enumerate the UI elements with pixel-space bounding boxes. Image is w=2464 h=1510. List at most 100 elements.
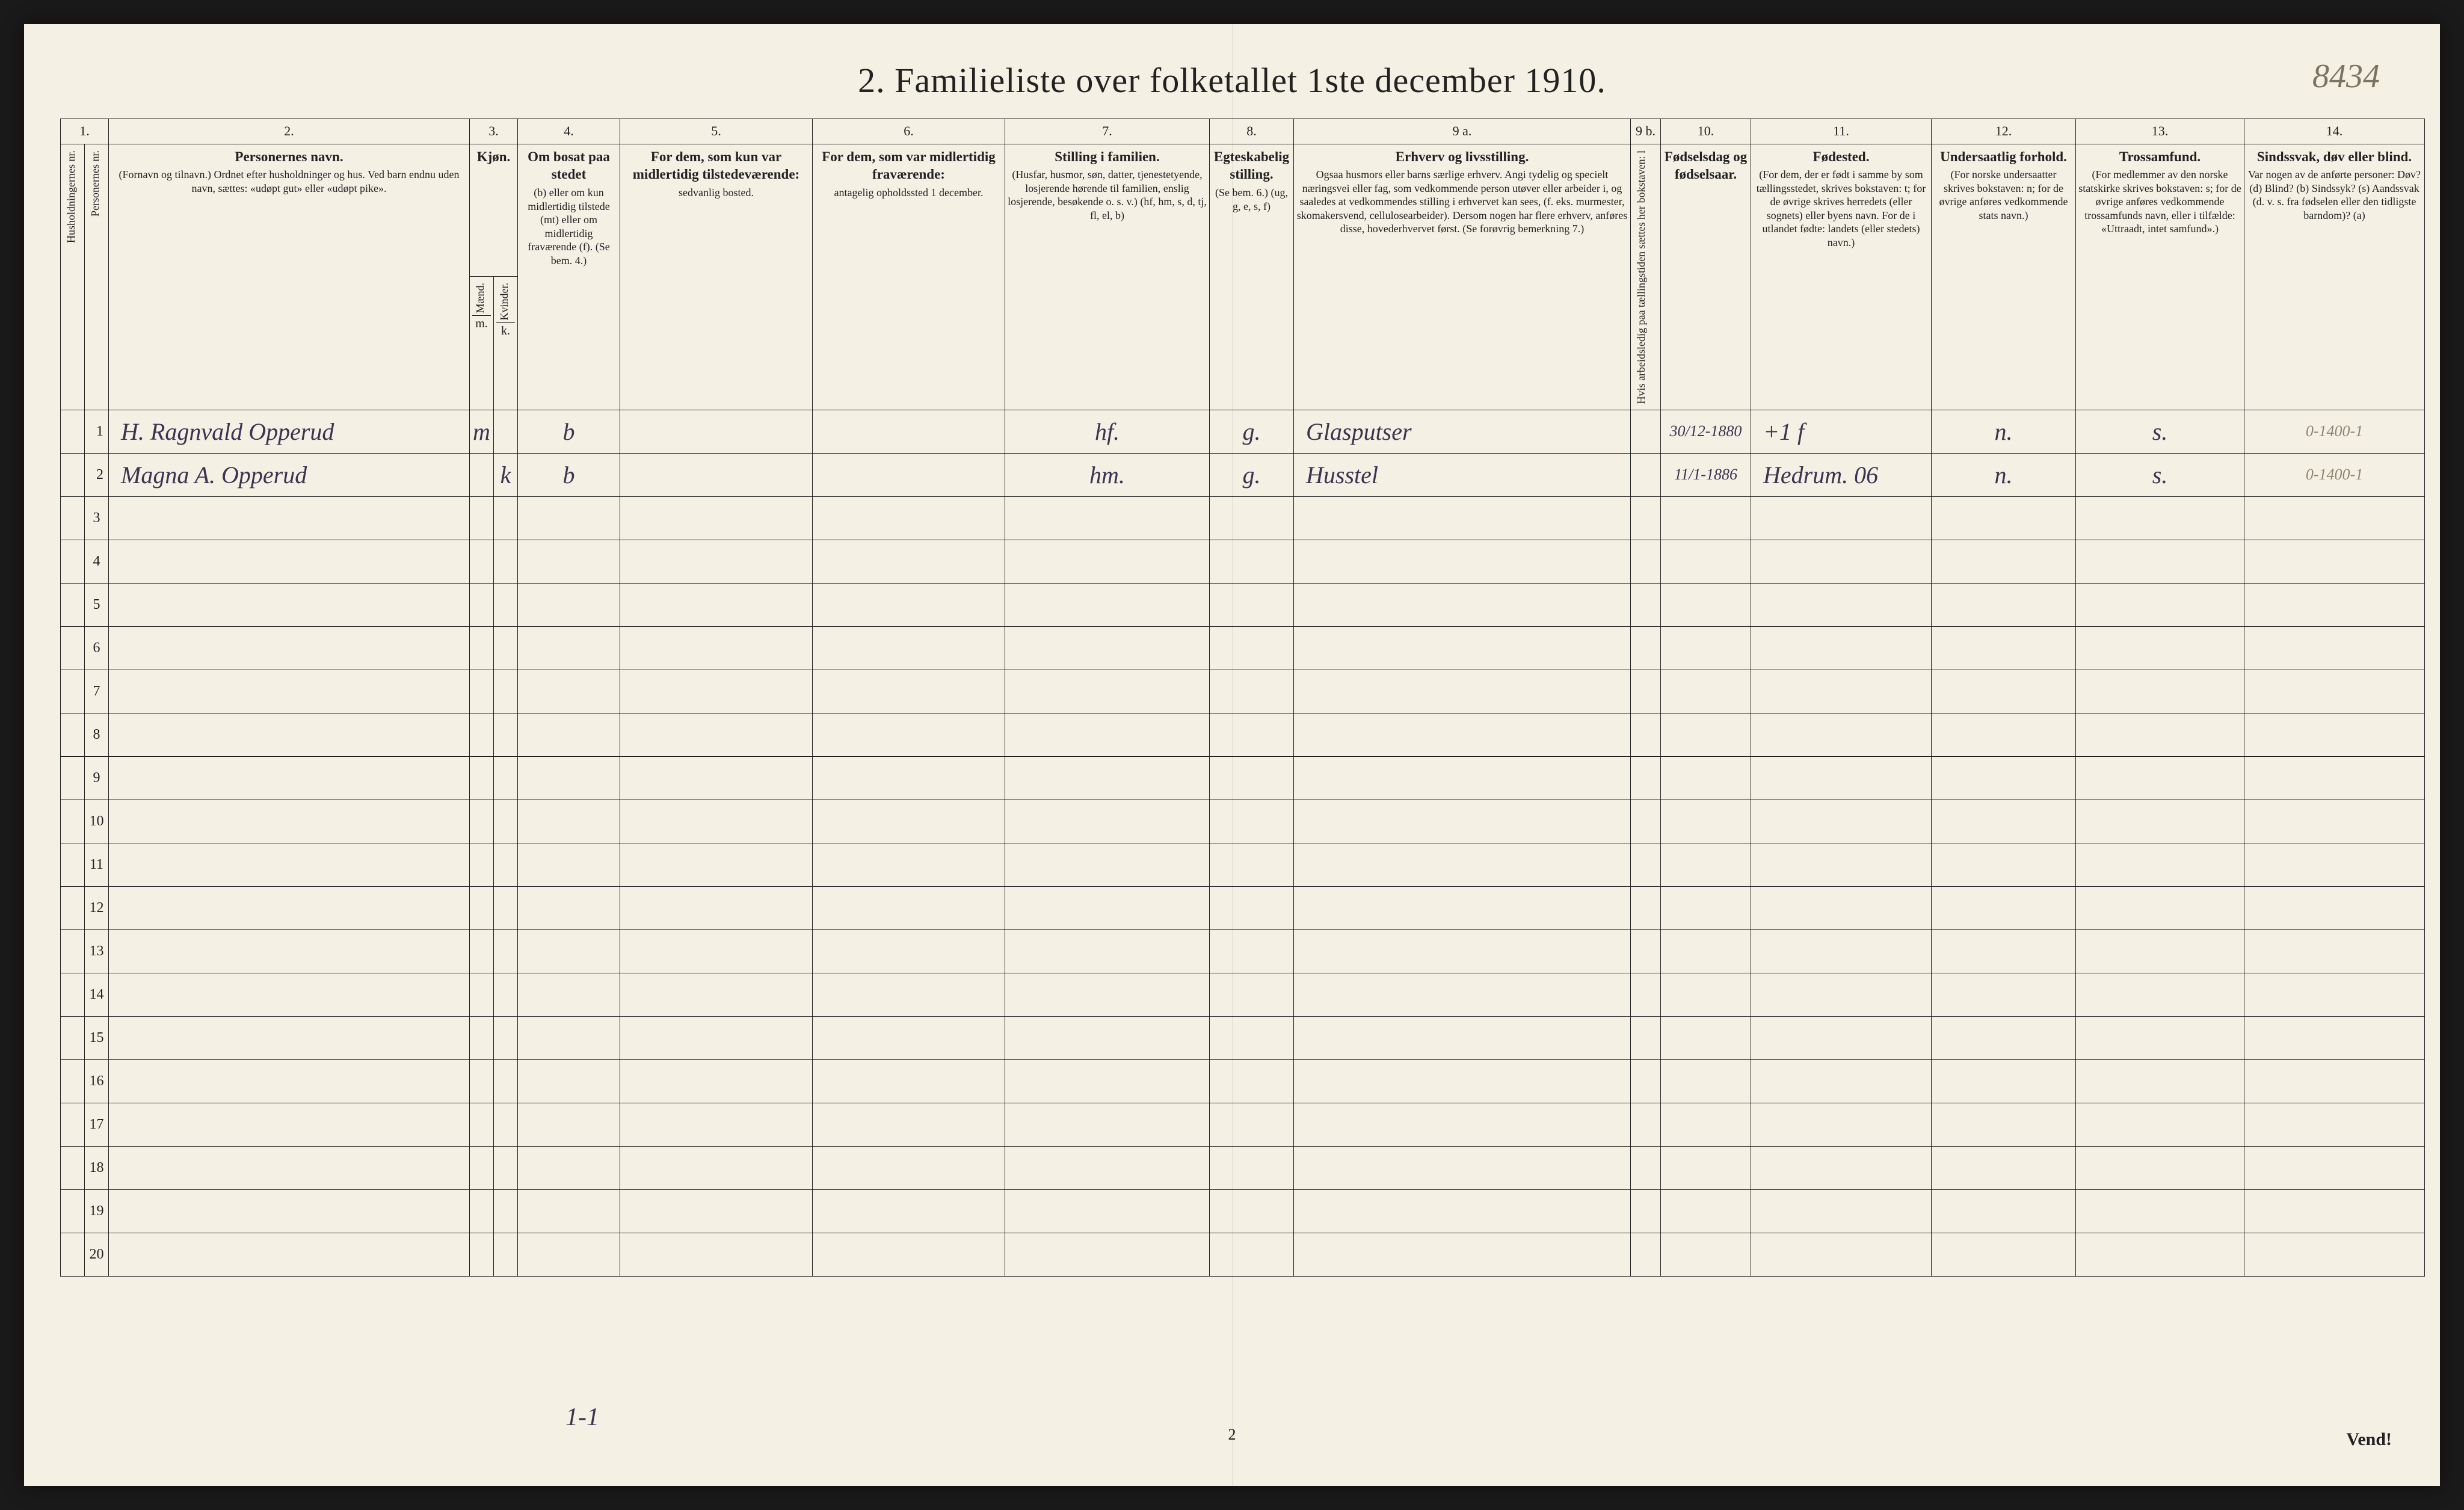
table-cell: g. [1210, 410, 1294, 454]
table-cell: Glasputser [1294, 410, 1631, 454]
table-cell [1631, 973, 1661, 1017]
table-row: 1H. Ragnvald Opperudmbhf.g.Glasputser30/… [61, 410, 2425, 454]
table-cell [1294, 713, 1631, 757]
table-row: 4 [61, 540, 2425, 584]
table-cell [494, 843, 518, 887]
table-cell [1005, 973, 1210, 1017]
table-cell [518, 1103, 620, 1147]
table-cell [470, 1103, 494, 1147]
table-cell [61, 1103, 85, 1147]
table-cell [813, 1060, 1005, 1103]
table-cell [109, 1147, 470, 1190]
table-cell [518, 800, 620, 843]
table-cell [518, 973, 620, 1017]
col-num: 4. [518, 119, 620, 144]
table-cell [494, 627, 518, 670]
table-cell [1005, 670, 1210, 713]
table-cell [470, 1017, 494, 1060]
table-cell [1631, 1103, 1661, 1147]
table-cell [1751, 887, 1932, 930]
table-cell [494, 1060, 518, 1103]
table-cell [1631, 1147, 1661, 1190]
table-cell [2076, 1147, 2244, 1190]
table-cell [813, 1147, 1005, 1190]
col-num: 11. [1751, 119, 1932, 144]
table-cell [61, 497, 85, 540]
table-cell [1661, 497, 1751, 540]
table-cell [1661, 540, 1751, 584]
table-cell [1661, 1147, 1751, 1190]
table-cell [813, 843, 1005, 887]
table-cell [518, 1190, 620, 1233]
table-cell [2244, 1147, 2425, 1190]
table-cell [1631, 1233, 1661, 1277]
table-cell [1005, 1017, 1210, 1060]
table-cell [1661, 1103, 1751, 1147]
table-cell [2076, 800, 2244, 843]
table-cell: 6 [85, 627, 109, 670]
table-cell [2244, 670, 2425, 713]
table-cell [1932, 973, 2076, 1017]
table-cell [1631, 757, 1661, 800]
table-cell [813, 887, 1005, 930]
col-num: 9 a. [1294, 119, 1631, 144]
table-cell [620, 410, 813, 454]
table-cell [1631, 1190, 1661, 1233]
table-cell [61, 1060, 85, 1103]
table-cell: Magna A. Opperud [109, 454, 470, 497]
column-number-row: 1. 2. 3. 4. 5. 6. 7. 8. 9 a. 9 b. 10. 11… [61, 119, 2425, 144]
table-cell [470, 1060, 494, 1103]
col-num: 5. [620, 119, 813, 144]
table-cell [2076, 540, 2244, 584]
table-cell [620, 973, 813, 1017]
table-cell [620, 1233, 813, 1277]
table-cell [494, 973, 518, 1017]
table-cell: 18 [85, 1147, 109, 1190]
table-cell [2244, 757, 2425, 800]
table-cell [2076, 1190, 2244, 1233]
table-cell [109, 1190, 470, 1233]
table-cell [1631, 843, 1661, 887]
table-cell: 10 [85, 800, 109, 843]
table-cell [1005, 1233, 1210, 1277]
census-table: 1. 2. 3. 4. 5. 6. 7. 8. 9 a. 9 b. 10. 11… [60, 119, 2425, 1277]
census-form-page: 2. Familieliste over folketallet 1ste de… [24, 24, 2440, 1486]
table-cell: hf. [1005, 410, 1210, 454]
table-cell [1932, 627, 2076, 670]
table-cell [109, 930, 470, 973]
table-cell: g. [1210, 454, 1294, 497]
table-cell [1210, 584, 1294, 627]
table-cell [518, 1017, 620, 1060]
table-cell [61, 627, 85, 670]
table-cell [1932, 887, 2076, 930]
table-cell [813, 627, 1005, 670]
table-cell [494, 540, 518, 584]
table-cell [109, 887, 470, 930]
table-cell [1932, 1190, 2076, 1233]
col-num: 6. [813, 119, 1005, 144]
table-cell [1210, 1103, 1294, 1147]
table-cell [1294, 627, 1631, 670]
table-cell: +1 f [1751, 410, 1932, 454]
table-row: 6 [61, 627, 2425, 670]
table-cell [1631, 497, 1661, 540]
table-cell: b [518, 454, 620, 497]
table-cell [1751, 670, 1932, 713]
table-cell [61, 410, 85, 454]
table-cell [1005, 1147, 1210, 1190]
table-cell [1932, 843, 2076, 887]
table-cell [494, 497, 518, 540]
table-cell [518, 584, 620, 627]
table-cell [620, 1190, 813, 1233]
page-number: 2 [1228, 1426, 1236, 1444]
table-cell [1932, 670, 2076, 713]
table-cell [61, 540, 85, 584]
table-cell [1294, 584, 1631, 627]
table-cell [109, 800, 470, 843]
table-cell [470, 1233, 494, 1277]
table-cell [470, 454, 494, 497]
table-cell [2244, 1103, 2425, 1147]
table-cell [620, 670, 813, 713]
header-col11: Fødested. (For dem, der er født i samme … [1751, 144, 1932, 410]
table-cell [1005, 540, 1210, 584]
